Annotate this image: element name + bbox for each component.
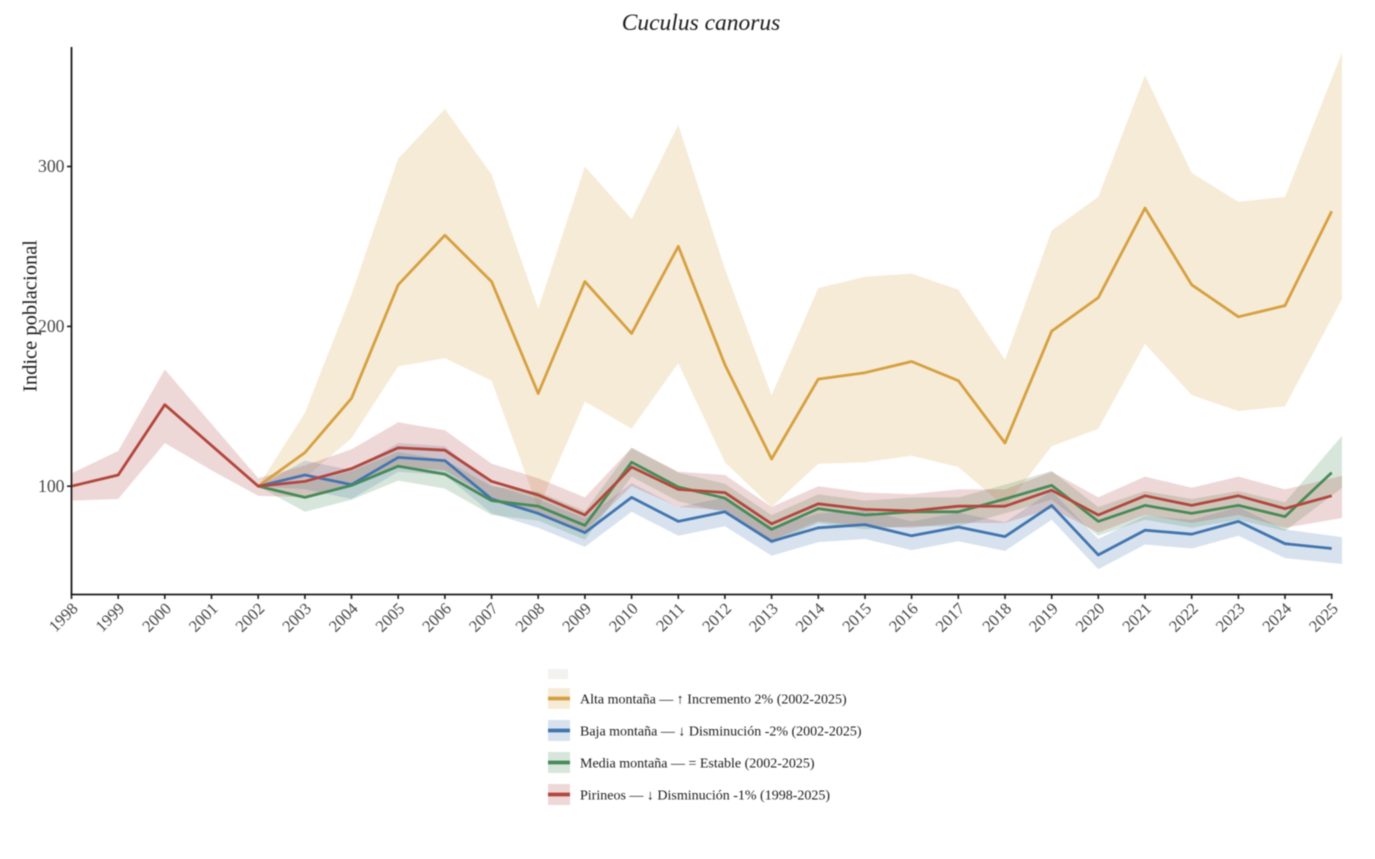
svg-text:300: 300: [38, 156, 65, 176]
svg-text:Baja montaña — ↓ Disminución -: Baja montaña — ↓ Disminución -2% (2002-2…: [580, 724, 862, 739]
svg-text:Cuculus canorus: Cuculus canorus: [622, 10, 781, 36]
svg-text:100: 100: [38, 476, 65, 496]
svg-text:Indice poblacional: Indice poblacional: [20, 240, 42, 392]
svg-text:200: 200: [38, 316, 65, 336]
svg-text:Pirineos — ↓ Disminución -1% (: Pirineos — ↓ Disminución -1% (1998-2025): [580, 788, 830, 803]
svg-text:Alta montaña — ↑ Incremento 2%: Alta montaña — ↑ Incremento 2% (2002-202…: [580, 692, 847, 707]
svg-text:Media montaña — = Estable (200: Media montaña — = Estable (2002-2025): [580, 756, 815, 771]
